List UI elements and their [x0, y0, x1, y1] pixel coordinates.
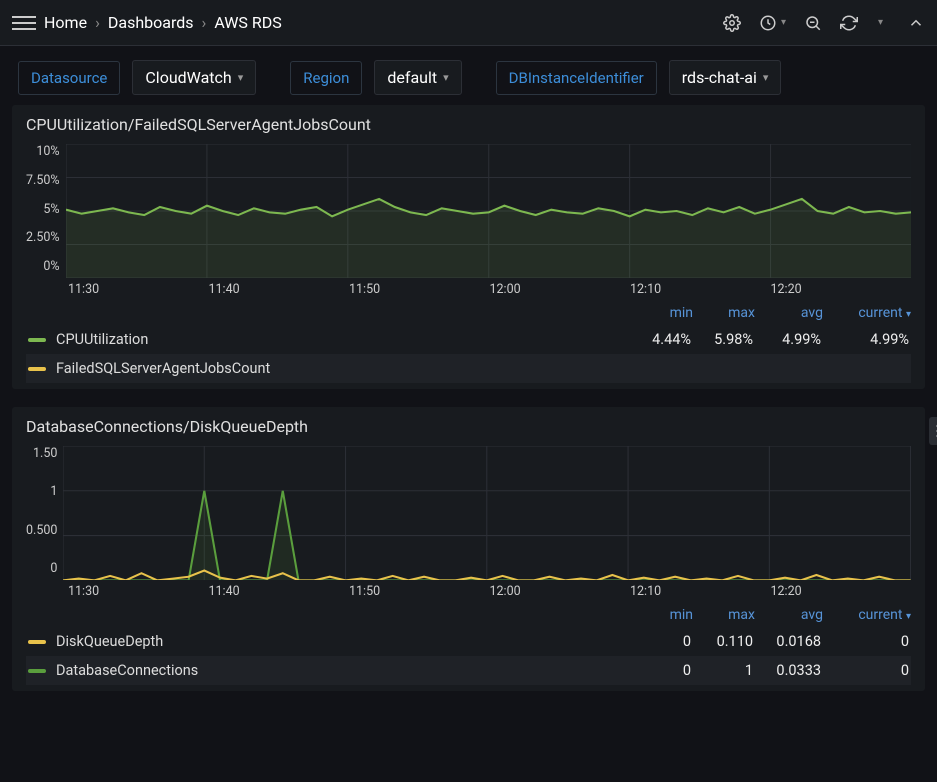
legend-label: FailedSQLServerAgentJobsCount — [56, 360, 909, 377]
breadcrumb-dashboards[interactable]: Dashboards — [108, 13, 194, 32]
breadcrumb-home[interactable]: Home — [44, 13, 87, 32]
col-min[interactable]: min — [633, 607, 693, 623]
legend-current: 0 — [821, 633, 909, 650]
legend-avg: 0.0168 — [753, 633, 821, 650]
legend-label: DatabaseConnections — [56, 662, 631, 679]
legend-max: 5.98% — [691, 331, 753, 348]
col-max[interactable]: max — [693, 607, 755, 623]
refresh-icon[interactable] — [840, 14, 858, 32]
panel-menu-icon[interactable] — [929, 417, 937, 445]
legend-min: 0 — [631, 662, 691, 679]
legend-current: 4.99% — [821, 331, 909, 348]
legend-min: 0 — [631, 633, 691, 650]
col-max[interactable]: max — [693, 305, 755, 321]
var-datasource-select[interactable]: CloudWatch ▾ — [132, 60, 256, 95]
var-db-label: DBInstanceIdentifier — [496, 61, 657, 95]
var-region-label: Region — [290, 61, 362, 95]
legend-row-diskqueue[interactable]: DiskQueueDepth 0 0.110 0.0168 0 — [26, 627, 911, 656]
var-db-value: rds-chat-ai — [682, 68, 757, 87]
chevron-up-icon[interactable] — [907, 14, 925, 32]
breadcrumb: Home › Dashboards › AWS RDS — [44, 13, 282, 32]
var-region-select[interactable]: default ▾ — [374, 60, 461, 95]
breadcrumb-current[interactable]: AWS RDS — [214, 13, 281, 32]
legend-swatch — [28, 640, 46, 644]
panel-db: DatabaseConnections/DiskQueueDepth 1.501… — [12, 407, 925, 691]
legend-label: DiskQueueDepth — [56, 633, 631, 650]
chevron-down-icon: ▾ — [443, 71, 449, 84]
legend-header: min max avg current ▾ — [26, 599, 911, 627]
time-picker[interactable]: ▾ — [759, 14, 786, 32]
zoom-out-icon[interactable] — [804, 14, 822, 32]
legend-avg: 0.0333 — [753, 662, 821, 679]
legend-row-dbconn[interactable]: DatabaseConnections 0 1 0.0333 0 — [26, 656, 911, 685]
variables-bar: Datasource CloudWatch ▾ Region default ▾… — [0, 46, 937, 105]
settings-icon[interactable] — [723, 14, 741, 32]
legend-row-cpu[interactable]: CPUUtilization 4.44% 5.98% 4.99% 4.99% — [26, 325, 911, 354]
panel-title[interactable]: DatabaseConnections/DiskQueueDepth — [26, 417, 911, 436]
chart-plot[interactable] — [63, 446, 911, 580]
chevron-right-icon: › — [202, 13, 207, 32]
panel-title[interactable]: CPUUtilization/FailedSQLServerAgentJobsC… — [26, 115, 911, 134]
legend-swatch — [28, 338, 46, 342]
menu-icon[interactable] — [12, 16, 36, 30]
chart-plot[interactable] — [66, 144, 911, 278]
chevron-down-icon: ▾ — [763, 71, 769, 84]
col-min[interactable]: min — [633, 305, 693, 321]
var-db-select[interactable]: rds-chat-ai ▾ — [669, 60, 782, 95]
legend-header: min max avg current ▾ — [26, 297, 911, 325]
legend-row-failed[interactable]: FailedSQLServerAgentJobsCount — [26, 354, 911, 383]
chevron-down-icon: ▾ — [238, 71, 244, 84]
legend-swatch — [28, 367, 46, 371]
legend-current: 0 — [821, 662, 909, 679]
x-axis: 11:3011:4011:5012:0012:1012:20 — [26, 282, 911, 297]
legend-label: CPUUtilization — [56, 331, 631, 348]
var-datasource-value: CloudWatch — [145, 68, 231, 87]
y-axis: 10%7.50%5%2.50%0% — [26, 144, 66, 274]
col-avg[interactable]: avg — [755, 305, 823, 321]
chevron-right-icon: › — [95, 13, 100, 32]
panel-cpu: CPUUtilization/FailedSQLServerAgentJobsC… — [12, 105, 925, 389]
refresh-interval-dropdown[interactable]: ▾ — [876, 17, 883, 28]
var-datasource-label: Datasource — [18, 61, 120, 95]
legend-max: 1 — [691, 662, 753, 679]
x-axis: 11:3011:4011:5012:0012:1012:20 — [26, 584, 911, 599]
legend-swatch — [28, 669, 46, 673]
top-bar: Home › Dashboards › AWS RDS ▾ ▾ — [0, 0, 937, 46]
col-current[interactable]: current ▾ — [823, 305, 911, 321]
legend-avg: 4.99% — [753, 331, 821, 348]
var-region-value: default — [387, 68, 437, 87]
col-current[interactable]: current ▾ — [823, 607, 911, 623]
legend-min: 4.44% — [631, 331, 691, 348]
y-axis: 1.5010.5000 — [26, 446, 63, 576]
col-avg[interactable]: avg — [755, 607, 823, 623]
legend-max: 0.110 — [691, 633, 753, 650]
